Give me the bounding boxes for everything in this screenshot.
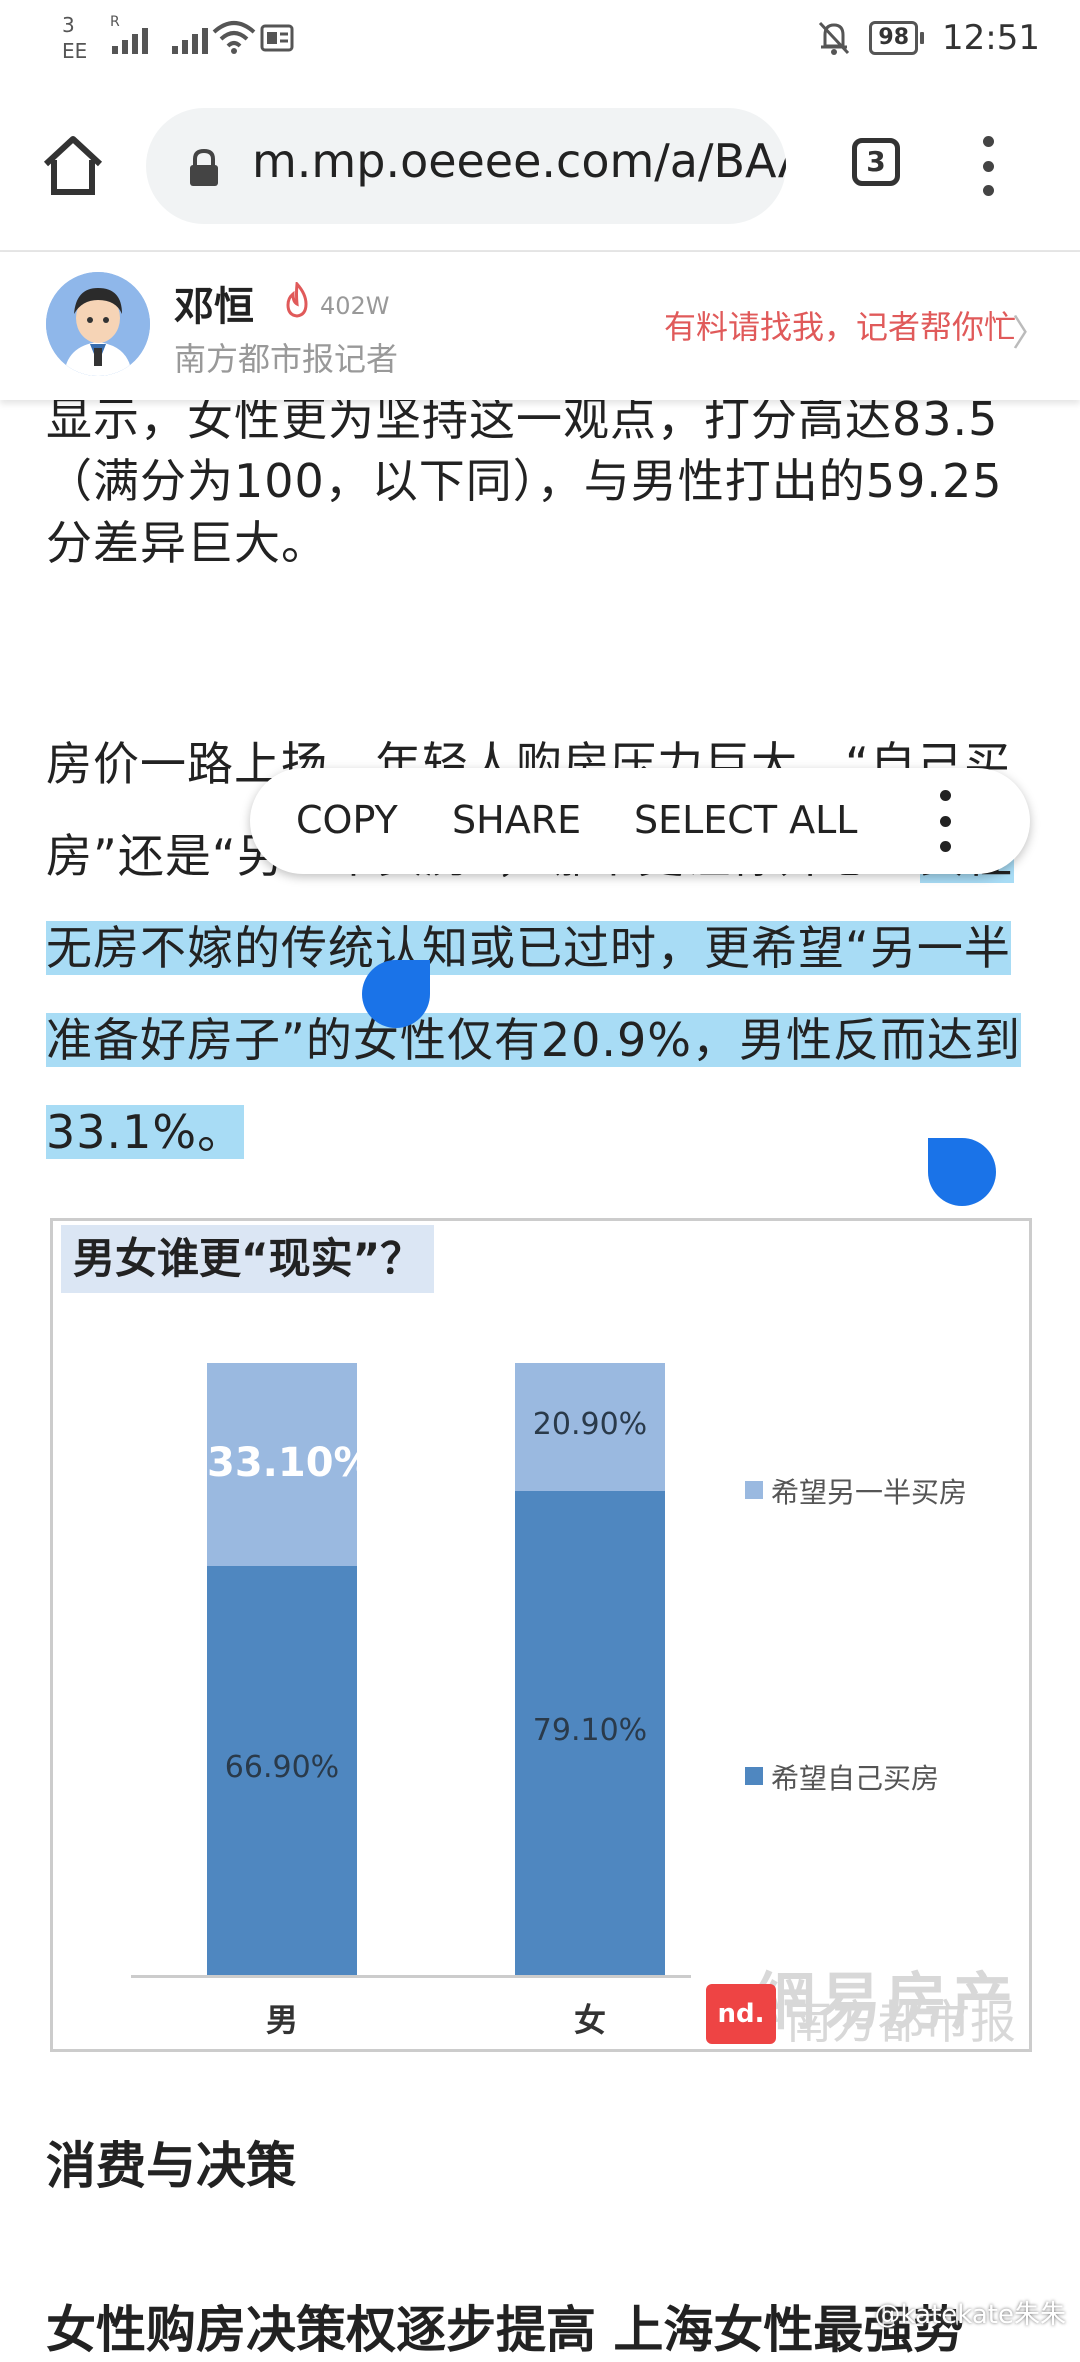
bar-partner-buy-0 <box>207 1363 357 1566</box>
fire-icon <box>286 282 308 318</box>
home-icon[interactable] <box>40 132 106 198</box>
stacked-bar-chart: 男女谁更“现实”？ 66.90% 33.10% 男 79.10% 20.90% 女 希望另一… <box>50 1218 1032 2052</box>
chart-plot-area: 66.90% 33.10% 男 79.10% 20.90% 女 希望另一半买房 希望自己买房 <box>53 1221 1029 2049</box>
status-right: 98 12:51 <box>817 18 1040 58</box>
data-label-self-0: 66.90% <box>224 1750 340 1786</box>
legend-label-1: 希望自己买房 <box>771 1762 940 1795</box>
carrier-label: 3 EE <box>62 13 88 63</box>
select-all-button[interactable]: SELECT ALL <box>634 798 858 842</box>
clock: 12:51 <box>942 18 1040 58</box>
copy-button[interactable]: COPY <box>296 798 398 842</box>
bar-partner-buy-1 <box>515 1363 665 1491</box>
watermark-line2: 南方都市报 <box>786 1995 1016 2049</box>
signal-icon-1 <box>112 22 148 54</box>
legend-swatch-1 <box>745 1767 763 1785</box>
watermark: 網易房产 <box>693 1951 1033 2051</box>
section-heading: 消费与决策 <box>46 2137 296 2195</box>
avatar[interactable] <box>46 272 150 376</box>
watermark-line1: 網易房产 <box>753 1965 1018 2038</box>
x-axis-line <box>131 1975 691 1978</box>
author-header: 邓恒 402W 南方都市报记者 有料请找我，记者帮你忙 〉 <box>0 252 1080 400</box>
bar-self-buy-1 <box>515 1490 665 1975</box>
section-subheading: 女性购房决策权逐步提高 上海女性最强势 <box>46 2301 964 2359</box>
browser-toolbar: m.mp.oeeee.com/a/BAA 3 <box>0 80 1080 252</box>
status-bar: 3 EE R 98 12:51 <box>0 0 1080 80</box>
author-name[interactable]: 邓恒 <box>174 284 254 330</box>
mute-bell-icon <box>819 21 850 55</box>
roaming-indicator: R <box>110 14 120 30</box>
credit-watermark: @katekate朱朱 <box>874 2300 1066 2330</box>
notification-icon <box>260 24 294 52</box>
category-label-0: 男 <box>265 2001 298 2039</box>
wifi-icon <box>212 21 256 54</box>
category-label-1: 女 <box>573 2001 606 2039</box>
chart-title: 男女谁更“现实”？ <box>61 1225 435 1293</box>
address-bar[interactable]: m.mp.oeeee.com/a/BAA <box>146 108 786 224</box>
selection-end-handle[interactable] <box>928 1138 996 1206</box>
selection-start-handle[interactable] <box>362 960 430 1028</box>
battery-icon: 98 <box>869 21 925 55</box>
share-button[interactable]: SHARE <box>452 798 582 842</box>
tab-switcher-button[interactable]: 3 <box>852 138 900 186</box>
chevron-right-icon[interactable]: 〉 <box>1011 313 1048 354</box>
text-selection-menu: COPY SHARE SELECT ALL <box>250 768 1030 874</box>
data-label-self-1: 79.10% <box>532 1712 648 1748</box>
legend-label-0: 希望另一半买房 <box>771 1476 968 1509</box>
legend-swatch-0 <box>745 1481 763 1499</box>
lock-icon <box>190 148 218 186</box>
article-paragraph-2: 房价一路上扬，年轻人购房压力巨大，“自己买房”还是“另一半买房”，哪个更让你开心… <box>46 718 1036 1178</box>
browser-menu-icon[interactable] <box>980 136 996 196</box>
bar-self-buy-0 <box>207 1565 357 1975</box>
article-paragraph-1: 显示，女性更为坚持这一观点，打分高达83.5（满分为100，以下同），与男性打出… <box>46 392 1003 570</box>
fan-count: 402W <box>320 292 390 320</box>
more-options-icon[interactable] <box>940 790 952 852</box>
author-role: 南方都市报记者 <box>174 340 399 378</box>
contact-reporter-link[interactable]: 有料请找我，记者帮你忙 <box>663 308 1016 346</box>
watermark-logo: nd. <box>706 1984 776 2044</box>
reporter-avatar-icon <box>46 272 150 376</box>
data-label-partner-0: 33.10% <box>207 1440 374 1487</box>
signal-icon-2 <box>172 22 208 54</box>
url-text[interactable]: m.mp.oeeee.com/a/BAA <box>252 134 786 188</box>
data-label-partner-1: 20.90% <box>532 1406 648 1442</box>
